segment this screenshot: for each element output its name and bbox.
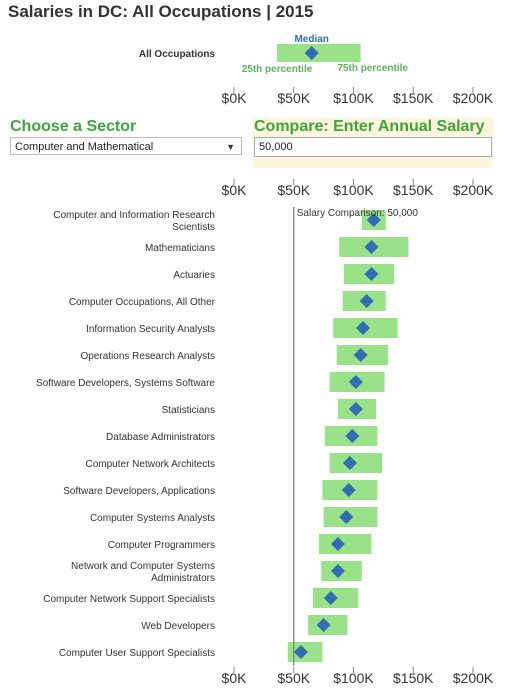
median-marker [348,375,363,389]
table-row: Computer Occupations, All Other [69,291,386,311]
category-label: Operations Research Analysts [80,351,215,362]
top-x-axis: $0K $50K $100K $150K $200K [222,179,494,198]
table-row: Web Developers [141,615,348,635]
category-label: Scientists [172,222,215,233]
median-annotation: Median [294,34,328,45]
category-label: Computer Network Architects [86,459,216,470]
bottom-x-axis: $0K $50K $100K $150K $200K [222,667,494,686]
table-row: Computer Systems Analysts [90,507,378,527]
x-tick-label: $150K [393,182,434,198]
table-row: Computer Network Support Specialists [43,588,359,608]
category-label: Computer Programmers [108,540,215,551]
salary-input[interactable] [254,137,492,157]
table-row: Computer Network Architects [86,453,383,473]
x-tick-label: $50K [277,670,310,686]
category-label: Computer and Information Research [53,210,215,221]
category-label: Computer Systems Analysts [90,513,215,524]
table-row: Network and Computer SystemsAdministrato… [71,561,362,584]
median-marker [330,537,345,551]
dropdown-arrow-icon[interactable]: ▼ [226,142,235,152]
category-label: Mathematicians [145,243,215,254]
median-marker [348,402,363,416]
table-row: Database Administrators [106,426,378,446]
table-row: Computer User Support Specialists [59,642,323,662]
category-label: Software Developers, Systems Software [36,378,215,389]
table-row: Statisticians [162,399,377,419]
x-tick-label: $100K [333,90,374,106]
table-row: Actuaries [173,264,395,284]
category-label: Computer Occupations, All Other [69,297,216,308]
x-tick-label: $150K [393,90,434,106]
category-label: Statisticians [162,405,215,416]
sector-dropdown-value: Computer and Mathematical [15,141,154,153]
x-tick-label: $50K [277,182,310,198]
median-marker [339,510,354,524]
salary-reference-label: Salary Comparison: 50,000 [297,208,419,219]
sector-label: Choose a Sector [10,118,137,135]
summary-category-label: All Occupations [139,49,216,60]
table-row: Software Developers, Applications [63,480,378,500]
median-marker [345,429,360,443]
median-marker [359,294,374,308]
page-title: Salaries in DC: All Occupations | 2015 [8,2,314,21]
x-tick-label: $200K [453,670,494,686]
median-marker [366,213,381,227]
x-tick-label: $50K [277,90,310,106]
category-label: Administrators [151,573,215,584]
median-marker [316,618,331,632]
summary-range-bar [277,44,361,62]
table-row: Software Developers, Systems Software [36,372,385,392]
x-tick-label: $0K [222,90,248,106]
p25-annotation: 25th percentile [242,64,313,75]
median-marker [353,348,368,362]
x-tick-label: $150K [393,670,434,686]
table-row: Computer Programmers [108,534,372,554]
table-row: Operations Research Analysts [80,345,389,365]
x-tick-label: $200K [453,90,494,106]
median-marker [342,456,357,470]
x-tick-label: $100K [333,182,374,198]
category-label: Database Administrators [106,432,215,443]
median-marker [341,483,356,497]
median-marker [364,267,379,281]
category-label: Software Developers, Applications [63,486,215,497]
category-label: Actuaries [173,270,215,281]
sector-dropdown[interactable]: Computer and Mathematical ▼ [10,137,242,155]
x-tick-label: $200K [453,182,494,198]
median-marker [330,564,345,578]
category-label: Web Developers [141,621,215,632]
median-marker [323,591,338,605]
x-tick-label: $0K [222,182,248,198]
x-tick-label: $100K [333,670,374,686]
p75-annotation: 75th percentile [337,63,408,74]
category-label: Computer Network Support Specialists [43,594,215,605]
median-marker [293,645,308,659]
category-label: Computer User Support Specialists [59,648,215,659]
median-marker [364,240,379,254]
summary-x-axis: $0K $50K $100K $150K $200K [222,87,494,106]
summary-median-marker [304,46,319,60]
range-bar [318,534,372,554]
table-row: Information Security Analysts [86,318,398,338]
x-tick-label: $0K [222,670,248,686]
category-label: Network and Computer Systems [71,561,215,572]
compare-label: Compare: Enter Annual Salary [254,118,485,135]
median-marker [356,321,371,335]
category-label: Information Security Analysts [86,324,215,335]
